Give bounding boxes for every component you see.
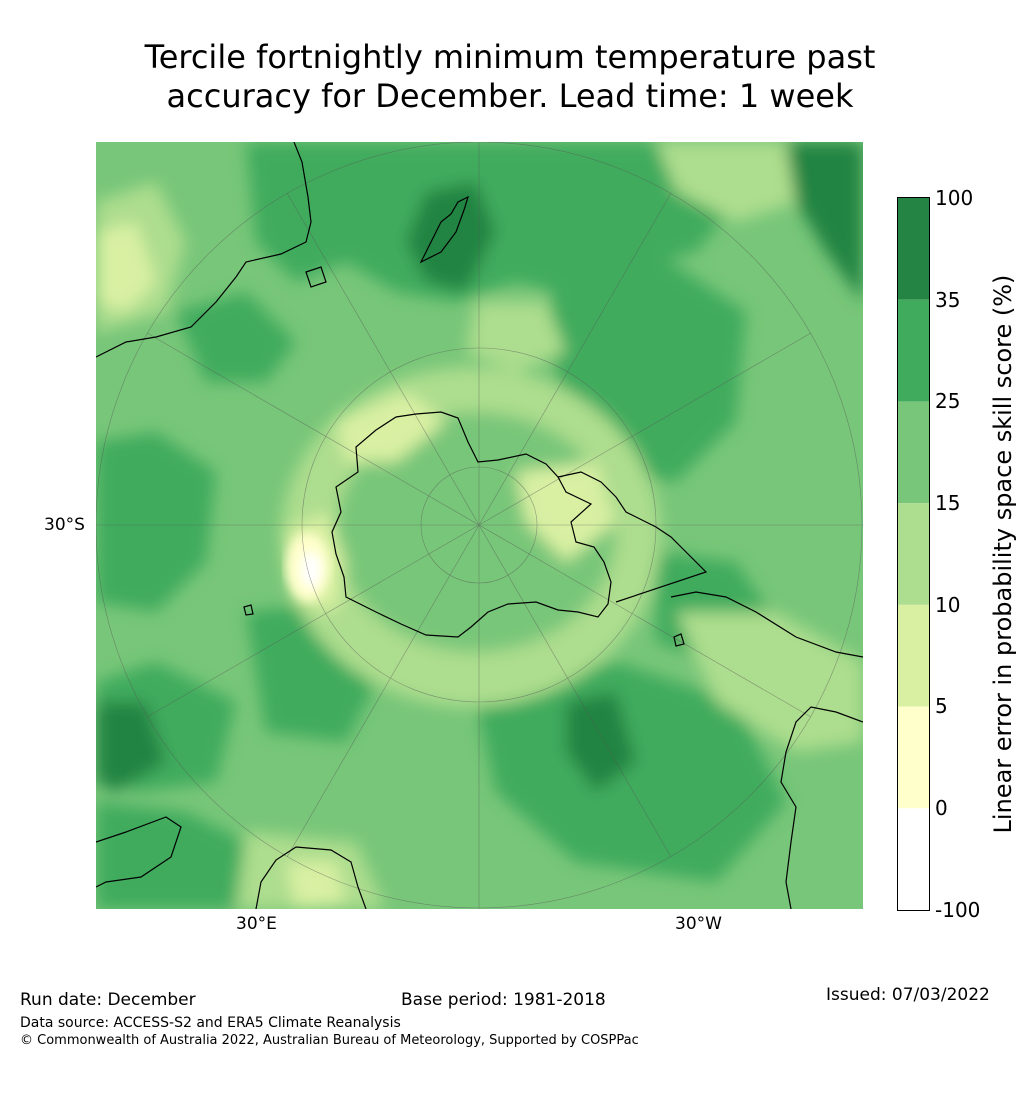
colorbar-tick: 0 [935, 796, 948, 820]
skill-region-low [676, 612, 863, 752]
colorbar-tick: 5 [935, 694, 948, 718]
base-period: Base period: 1981-2018 [401, 990, 606, 1010]
skill-region-high [786, 142, 863, 302]
issued-date: Issued: 07/03/2022 [826, 985, 990, 1005]
colorbar-segment [898, 401, 929, 504]
colorbar-tick: 35 [935, 288, 961, 312]
title-line-2: accuracy for December. Lead time: 1 week [166, 77, 854, 115]
lon-label-30w: 30°W [675, 914, 722, 934]
skill-region-high [566, 692, 636, 792]
skill-region-low [96, 222, 156, 312]
meridian-line [286, 192, 672, 858]
colorbar-tick: 100 [935, 186, 974, 210]
skill-region-high [96, 702, 166, 792]
copyright: © Commonwealth of Australia 2022, Austra… [20, 1033, 639, 1048]
skill-region-low [336, 392, 446, 462]
title-line-1: Tercile fortnightly minimum temperature … [144, 38, 876, 76]
skill-field [96, 142, 863, 909]
lon-label-30e: 30°E [236, 914, 277, 934]
tasmania-coastline [305, 266, 327, 288]
colorbar-tick: -100 [935, 898, 981, 922]
colorbar-tick: 15 [935, 491, 961, 515]
antarctica-coastline [331, 411, 612, 638]
skill-region-high [476, 662, 786, 882]
lat-label-30s: 30°S [44, 515, 85, 535]
coastlines [96, 142, 863, 909]
skill-region-low [286, 862, 346, 909]
skill-region-high [96, 432, 216, 612]
colorbar [897, 197, 930, 911]
graticule [96, 142, 863, 909]
madagascar-coastline [96, 816, 182, 888]
new-zealand-coastline [419, 195, 469, 264]
colorbar-segment [898, 503, 929, 605]
chart-title: Tercile fortnightly minimum temperature … [0, 38, 1020, 116]
skill-region-high [176, 292, 296, 382]
colorbar-segment [898, 198, 929, 300]
skill-patch-very-low [301, 552, 321, 588]
island-coastline [673, 633, 685, 647]
run-date: Run date: December [20, 990, 196, 1010]
southern-africa-coastline [255, 846, 367, 909]
island-coastline [243, 604, 254, 616]
skill-region-low [466, 302, 566, 372]
colorbar-frame [897, 197, 930, 911]
skill-region-low [656, 142, 796, 222]
colorbar-segment [898, 299, 929, 402]
skill-region-high [406, 182, 496, 292]
australia-coastline [96, 142, 312, 358]
colorbar-tick: 25 [935, 389, 961, 413]
skill-region-low [516, 462, 616, 562]
colorbar-title: Linear error in probability space skill … [989, 274, 1017, 834]
data-source: Data source: ACCESS-S2 and ERA5 Climate … [20, 1015, 401, 1031]
colorbar-segment [898, 604, 929, 707]
antarctic-peninsula-coastline [557, 471, 708, 603]
colorbar-segment [898, 808, 929, 910]
polar-skill-map [96, 142, 863, 909]
colorbar-segment [898, 706, 929, 809]
south-america-coastline [670, 591, 863, 909]
colorbar-tick: 10 [935, 593, 961, 617]
